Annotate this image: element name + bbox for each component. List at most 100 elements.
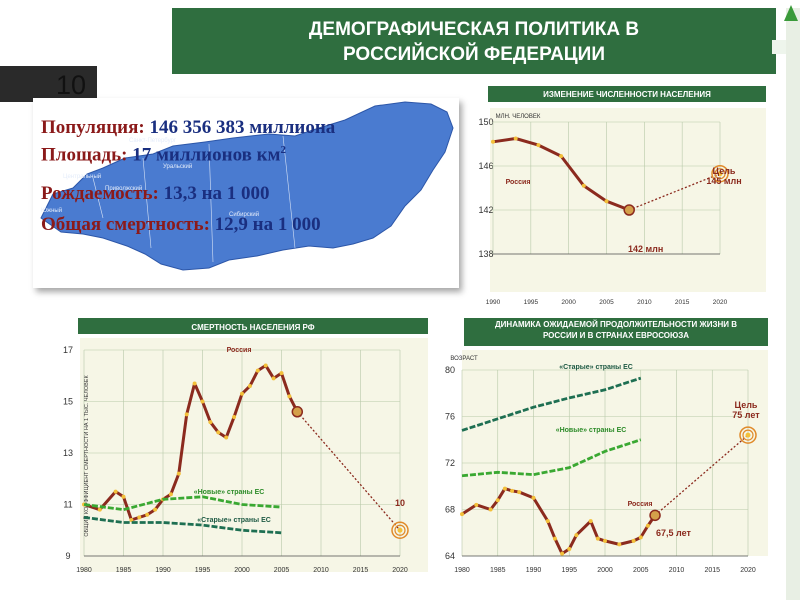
russia-map: Санкт-Петербург Центральный Приволжский Южн… [40,101,454,271]
data-point [536,143,541,148]
x-tick-label: 2010 [669,567,685,574]
life-expectancy-chart: ДИНАМИКА ОЖИДАЕМОЙ ПРОДОЛЖИТЕЛЬНОСТИ ЖИЗ… [445,318,768,574]
data-point [145,512,150,517]
map-region-label: Сибирский [229,211,259,218]
data-point [603,538,607,543]
map-region-label: Приволжский [105,185,142,192]
data-point [460,512,464,517]
title-bar: ДЕМОГРАФИЧЕСКАЯ ПОЛИТИКА В РОССИЙСКОЙ ФЕ… [172,8,776,74]
data-point [137,515,142,520]
x-tick-label: 2005 [633,567,649,574]
data-point [574,533,579,538]
data-point [97,507,102,512]
data-point [208,420,213,425]
x-tick-label: 1985 [490,567,506,574]
x-tick-label: 1995 [561,567,577,574]
chart-plot-area [462,350,768,556]
decor-square [772,40,786,54]
chart-title: ИЗМЕНЕНИЕ ЧИСЛЕННОСТИ НАСЕЛЕНИЯ [543,90,711,99]
data-point [617,542,622,547]
data-point [176,471,181,476]
data-point [240,391,244,396]
data-point [595,536,600,541]
stat-population: Популяция: 146 356 383 миллиона [41,117,336,138]
data-point [224,435,229,440]
x-tick-label: 2005 [274,567,290,574]
y-tick-label: 80 [445,365,455,375]
stat-birth-rate: Рождаемость: 13,3 на 1 000 [41,183,270,204]
series-line [461,438,642,478]
data-point [287,394,292,399]
data-point [631,538,636,543]
endpoint-marker [649,509,661,522]
endpoint-marker [623,204,635,216]
map-region-label: Южный [41,207,62,214]
chart-plot-area [80,338,428,572]
mortality-chart: СМЕРТНОСТЬ НАСЕЛЕНИЯ РФ 9 11 13 15 17 1980 1985… [63,318,428,574]
x-tick-label: 2005 [599,299,614,306]
annotation-label: 142 млн [628,244,663,254]
y-tick-label: 68 [445,505,455,515]
chart-plot-area [490,108,766,292]
series-label: «Старые» страны ЕС [197,517,271,524]
x-tick-label: 1990 [526,567,542,574]
series-line [461,376,642,432]
right-edge-strip [786,8,800,600]
data-point [567,547,572,552]
stat-area: Площадь: 17 миллионов км2 [41,144,286,166]
data-point [121,494,126,499]
slide-number: 10 [56,70,87,100]
map-region-label: Центральный [63,173,101,180]
annotation-label: 10 [395,498,405,508]
data-point [604,199,609,204]
x-tick-label: 1980 [454,567,470,574]
series-label: «Старые» страны ЕС [559,364,633,371]
chart-title: ДИНАМИКА ОЖИДАЕМОЙ ПРОДОЛЖИТЕЛЬНОСТИ ЖИЗ… [495,320,737,340]
x-tick-label: 1985 [116,567,132,574]
y-tick-label: 138 [478,249,493,259]
x-tick-label: 2015 [675,299,690,306]
data-point [491,139,495,144]
data-point [279,371,284,376]
data-point [638,535,643,540]
x-tick-label: 2015 [704,567,720,574]
y-tick-label: 146 [478,161,493,171]
data-point [474,502,479,507]
x-tick-label: 2000 [234,567,250,574]
annotation-label: 67,5 лет [656,528,692,538]
stat-mortality: Общая смертность: 12,9 на 1 000 [41,214,321,235]
data-point [200,399,205,404]
y-tick-label: 13 [63,448,73,458]
data-point [184,412,189,417]
x-tick-label: 2010 [313,567,329,574]
y-tick-label: 72 [445,458,455,468]
map-panel: Санкт-Петербург Центральный Приволжский Южн… [33,98,459,288]
population-chart: ИЗМЕНЕНИЕ ЧИСЛЕННОСТИ НАСЕЛЕНИЯ 138 142 146… [478,86,766,306]
population-chart-panel: ИЗМЕНЕНИЕ ЧИСЛЕННОСТИ НАСЕЛЕНИЯ 138 142 146… [462,82,772,306]
data-point [545,519,550,524]
chart-title-bar [78,318,428,334]
x-tick-label: 2000 [561,299,576,306]
series-label: «Новые» страны ЕС [556,427,627,434]
data-point [502,486,507,491]
y-tick-label: 150 [478,117,493,127]
x-tick-label: 1990 [486,299,501,306]
data-point [588,519,593,524]
y-axis-label: ОБЩИЙ КОЭФФИЦИЕНТ СМЕРТНОСТИ НА 1 ТЫС. Ч… [82,375,90,537]
x-tick-label: 2000 [597,567,613,574]
data-point [216,430,221,435]
projection-line [654,434,749,516]
map-region-label: Уральский [163,163,192,170]
y-tick-label: 17 [63,345,73,355]
map-region-label: Санкт-Петербург [129,138,177,144]
annotation-label: Цель 145 млн [706,166,741,186]
y-axis-label: ВОЗРАСТ [450,356,478,362]
chart-title-bar [488,86,766,102]
target-icon [739,426,757,444]
data-point [255,368,260,373]
data-point [510,488,515,493]
data-point [129,517,134,522]
y-tick-label: 15 [63,397,73,407]
data-point [263,363,268,368]
y-tick-label: 9 [65,551,70,561]
